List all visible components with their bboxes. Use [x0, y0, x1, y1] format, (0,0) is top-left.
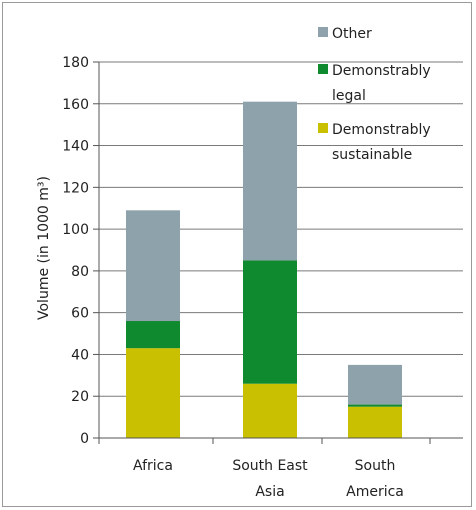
y-tick-label: 160 — [62, 97, 89, 113]
x-tick-labels: Africa South East Asia South America — [133, 458, 404, 500]
x-tick-label: America — [346, 484, 404, 500]
legend-label: Demonstrably — [332, 122, 431, 138]
y-tick-label: 40 — [71, 347, 89, 363]
legend-label: sustainable — [332, 147, 412, 163]
legend: Other Demonstrably legal Demonstrably sustai… — [318, 26, 431, 163]
y-tick-label: 140 — [62, 139, 89, 155]
y-tick-label: 60 — [71, 306, 89, 322]
bar-segment — [126, 321, 180, 349]
x-tick-label: Africa — [133, 458, 173, 474]
bar-segment — [126, 210, 180, 322]
bar-segment — [243, 101, 297, 261]
bar-segment — [348, 406, 402, 438]
x-tick-label: South East — [232, 458, 308, 474]
bar-segment — [243, 383, 297, 438]
legend-swatch — [318, 123, 328, 133]
bar-group — [126, 101, 402, 438]
x-tick-label: Asia — [255, 484, 284, 500]
legend-swatch — [318, 27, 328, 37]
y-tick-label: 180 — [62, 55, 89, 71]
legend-label: Other — [332, 26, 372, 42]
bar-segment — [348, 364, 402, 405]
bar-segment — [348, 404, 402, 407]
bar-segment — [243, 260, 297, 384]
legend-label: legal — [332, 88, 366, 104]
y-tick-label: 20 — [71, 389, 89, 405]
legend-swatch — [318, 64, 328, 74]
y-tick-label: 100 — [62, 222, 89, 238]
x-tick-label: South — [355, 458, 396, 474]
y-tick-label: 0 — [80, 431, 89, 447]
y-tick-labels: 0 20 40 60 80 100 120 140 160 180 — [62, 55, 89, 447]
legend-label: Demonstrably — [332, 63, 431, 79]
y-tick-label: 80 — [71, 264, 89, 280]
y-axis-label: Volume (in 1000 m³) — [36, 176, 52, 320]
bar-segment — [126, 348, 180, 438]
y-tick-label: 120 — [62, 180, 89, 196]
axes — [98, 62, 463, 444]
